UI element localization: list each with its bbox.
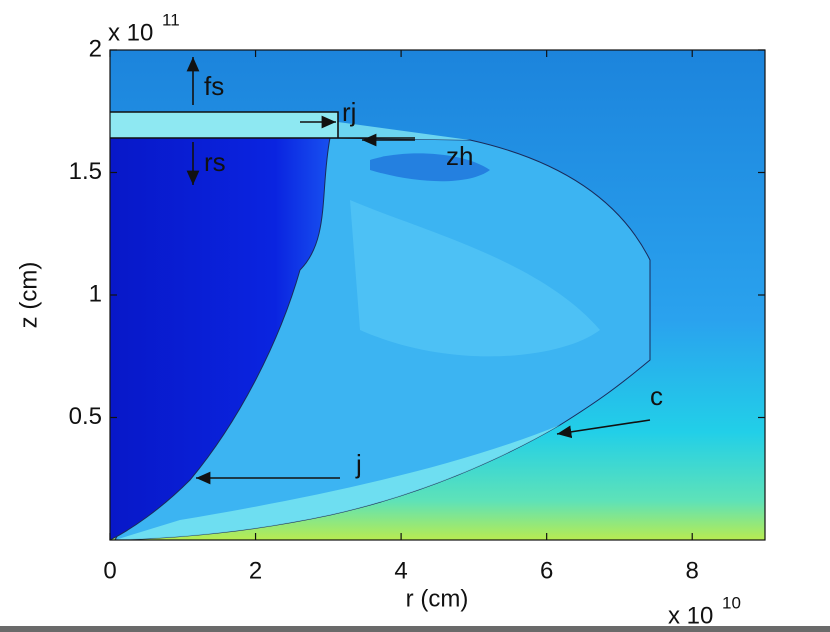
y-multiplier-exponent: 11 bbox=[162, 10, 180, 29]
x-tick-label: 6 bbox=[540, 557, 553, 584]
field bbox=[110, 50, 765, 540]
annotation-label: rj bbox=[342, 97, 356, 127]
y-tick-label: 2 bbox=[89, 35, 102, 62]
annotation-label: c bbox=[650, 381, 663, 411]
x-axis-label: r (cm) bbox=[406, 585, 469, 612]
annotation-label: j bbox=[355, 449, 362, 479]
y-tick-label: 0.5 bbox=[69, 403, 102, 430]
y-multiplier: x 10 bbox=[108, 19, 153, 46]
bottom-strip bbox=[0, 626, 830, 632]
y-axis-label: z (cm) bbox=[15, 262, 42, 329]
x-tick-label: 2 bbox=[249, 557, 262, 584]
annotation-label: zh bbox=[446, 141, 473, 171]
y-tick-label: 1.5 bbox=[69, 158, 102, 185]
x-multiplier-exponent: 10 bbox=[722, 593, 741, 612]
x-tick-label: 4 bbox=[394, 557, 407, 584]
x-tick-label: 0 bbox=[103, 557, 116, 584]
annotation-label: rs bbox=[204, 147, 226, 177]
annotation-lines bbox=[110, 57, 651, 485]
x-multiplier: x 10 bbox=[668, 602, 713, 629]
x-tick-label: 8 bbox=[686, 557, 699, 584]
y-tick-label: 1 bbox=[89, 280, 102, 307]
annotation-label: fs bbox=[204, 71, 224, 101]
